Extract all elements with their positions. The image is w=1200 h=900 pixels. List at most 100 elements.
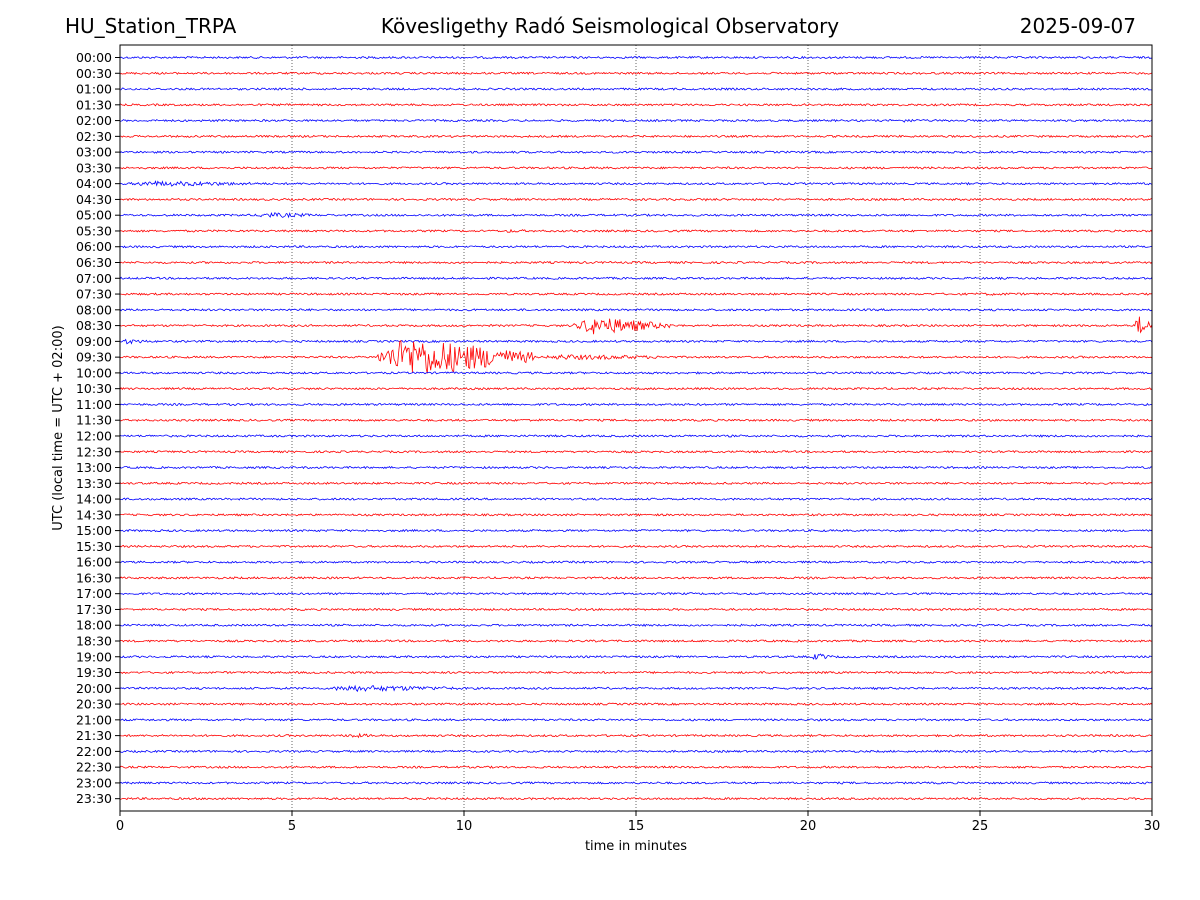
y-tick-label: 16:30: [76, 570, 112, 585]
traces: [119, 55, 1153, 801]
y-tick-label: 21:00: [76, 712, 112, 727]
trace-1530: [119, 544, 1153, 548]
trace-0430: [119, 197, 1153, 202]
trace-2030: [120, 702, 1153, 706]
y-tick-label: 14:00: [76, 492, 112, 507]
x-tick-label: 15: [628, 819, 645, 834]
trace-1430: [119, 513, 1153, 517]
y-tick-label: 20:30: [76, 697, 112, 712]
y-tick-label: 11:00: [76, 397, 112, 412]
y-tick-label: 06:00: [76, 239, 112, 254]
y-tick-label: 10:30: [76, 381, 112, 396]
x-axis-label: time in minutes: [585, 839, 687, 854]
trace-2200: [119, 749, 1153, 754]
station-name: HU_Station_TRPA: [65, 14, 237, 38]
y-tick-label: 18:00: [76, 618, 112, 633]
trace-0130: [119, 103, 1153, 107]
trace-1800: [119, 623, 1153, 627]
y-tick-label: 16:00: [76, 555, 112, 570]
trace-0000: [119, 55, 1153, 60]
y-tick-label: 08:30: [76, 318, 112, 333]
y-tick-label: 12:00: [76, 428, 112, 443]
y-tick-label: 22:30: [76, 760, 112, 775]
trace-1230: [119, 450, 1153, 454]
y-tick-label: 18:30: [76, 633, 112, 648]
trace-0800: [119, 308, 1153, 312]
y-tick-label: 08:00: [76, 302, 112, 317]
x-tick-label: 30: [1144, 819, 1161, 834]
y-tick-label: 13:30: [76, 476, 112, 491]
trace-0230: [120, 134, 1153, 139]
y-tick-label: 23:00: [76, 775, 112, 790]
trace-2100: [119, 718, 1153, 722]
chart-date: 2025-09-07: [1019, 14, 1136, 38]
trace-0630: [119, 260, 1153, 265]
trace-0830: [119, 316, 1153, 335]
trace-1900: [119, 653, 1153, 661]
y-tick-label: 15:30: [76, 539, 112, 554]
y-tick-label: 07:00: [76, 271, 112, 286]
trace-1030: [119, 386, 1153, 391]
trace-0330: [119, 166, 1153, 170]
y-tick-label: 10:00: [76, 365, 112, 380]
trace-1630: [119, 576, 1153, 580]
y-tick-label: 20:00: [76, 681, 112, 696]
y-tick-label: 00:00: [76, 50, 112, 65]
y-tick-label: 19:30: [76, 665, 112, 680]
y-tick-label: 04:00: [76, 176, 112, 191]
trace-1000: [119, 371, 1153, 375]
y-tick-label: 04:30: [76, 192, 112, 207]
y-tick-label: 01:30: [76, 97, 112, 112]
trace-2130: [119, 732, 1152, 739]
y-tick-label: 01:00: [76, 82, 112, 97]
trace-1130: [119, 418, 1153, 423]
y-tick-label: 14:30: [76, 507, 112, 522]
y-tick-label: 22:00: [76, 744, 112, 759]
trace-1600: [119, 560, 1152, 564]
trace-0600: [119, 245, 1153, 249]
y-tick-label: 17:30: [76, 602, 112, 617]
trace-2300: [119, 781, 1153, 785]
trace-2000: [119, 684, 1153, 693]
y-axis-label: UTC (local time = UTC + 02:00): [51, 325, 66, 530]
trace-1400: [119, 497, 1153, 501]
y-tick-label: 03:30: [76, 160, 112, 175]
grid-lines: [291, 45, 981, 811]
trace-1930: [119, 670, 1152, 675]
x-tick-label: 0: [116, 819, 124, 834]
y-tick-label: 05:30: [76, 223, 112, 238]
trace-1200: [119, 434, 1153, 438]
x-tick-label: 5: [288, 819, 296, 834]
trace-2330: [119, 797, 1153, 801]
trace-0030: [119, 71, 1153, 75]
trace-1300: [119, 465, 1153, 470]
trace-1500: [119, 528, 1153, 533]
y-axis: 00:0000:3001:0001:3002:0002:3003:0003:30…: [76, 50, 120, 806]
y-tick-label: 21:30: [76, 728, 112, 743]
y-tick-label: 09:00: [76, 334, 112, 349]
trace-2230: [119, 765, 1153, 769]
x-axis: 0 5 10 15 20 25 30: [116, 811, 1160, 834]
y-tick-label: 12:30: [76, 444, 112, 459]
trace-1730: [119, 607, 1153, 612]
trace-0730: [119, 292, 1153, 296]
y-tick-label: 19:00: [76, 649, 112, 664]
y-tick-label: 11:30: [76, 413, 112, 428]
trace-0400: [119, 180, 1153, 187]
trace-0930: [119, 339, 1153, 374]
x-tick-label: 20: [800, 819, 817, 834]
trace-0100: [119, 87, 1153, 91]
y-tick-label: 00:30: [76, 66, 112, 81]
x-tick-label: 10: [456, 819, 473, 834]
trace-1700: [119, 591, 1153, 596]
trace-1100: [119, 402, 1153, 407]
y-tick-label: 03:00: [76, 145, 112, 160]
trace-0500: [119, 212, 1153, 219]
y-tick-label: 02:00: [76, 113, 112, 128]
trace-0530: [119, 228, 1153, 233]
trace-1830: [119, 639, 1153, 643]
y-tick-label: 05:00: [76, 208, 112, 223]
trace-0200: [119, 118, 1153, 123]
chart-title: Kövesligethy Radó Seismological Observat…: [380, 14, 840, 38]
